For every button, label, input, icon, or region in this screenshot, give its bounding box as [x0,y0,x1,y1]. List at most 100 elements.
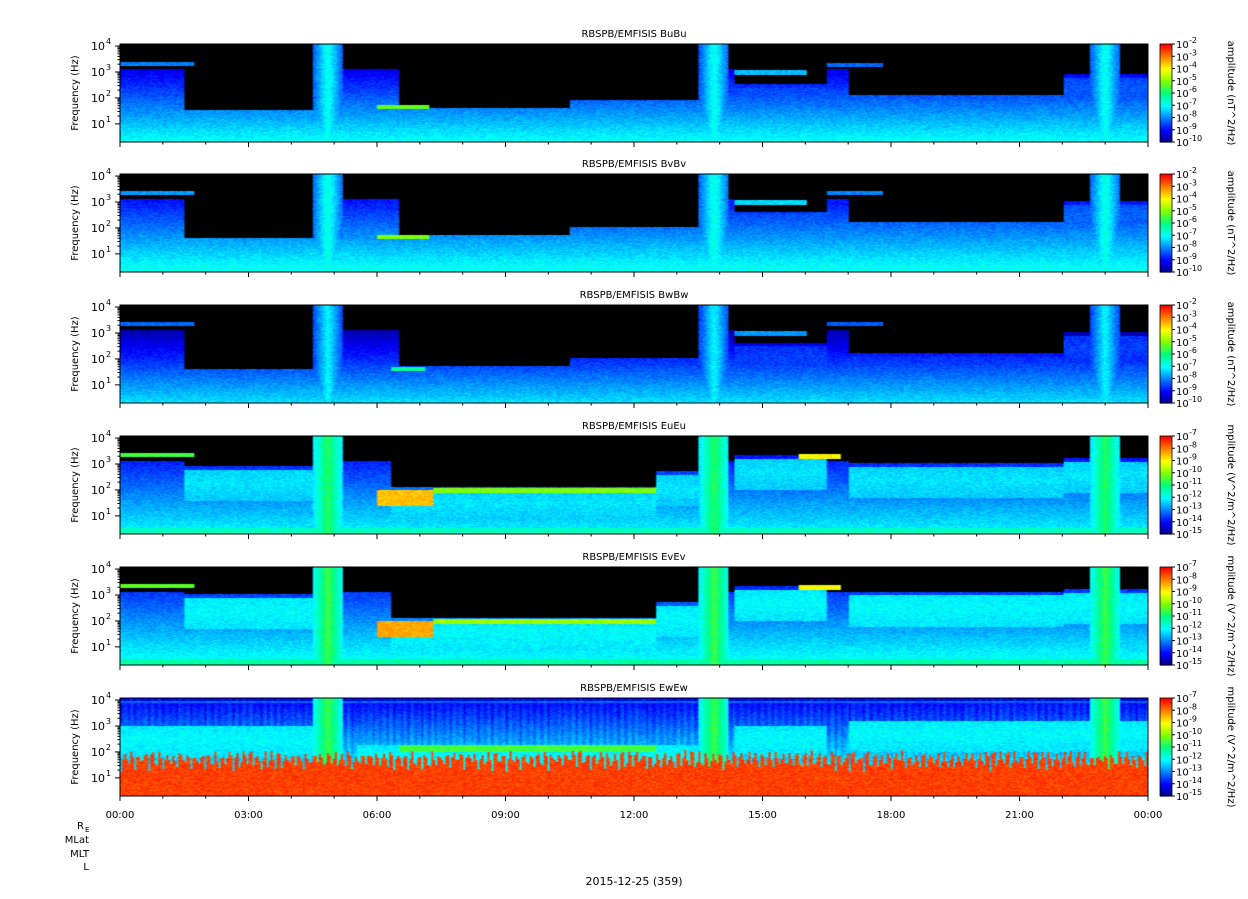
colorbar-segment [1160,234,1172,237]
colorbar-segment [1160,450,1172,453]
colorbar-tick-exponent: -15 [1189,526,1202,535]
colorbar-tick-base: 10 [1176,89,1189,100]
colorbar-tick-base: 10 [1176,493,1189,504]
colorbar-segment [1160,236,1172,239]
colorbar-tick-base: 10 [1176,612,1189,623]
colorbar-segment [1160,345,1172,349]
colorbar-tick-exponent: -8 [1189,110,1197,119]
colorbar-segment [1160,327,1172,331]
colorbar-tick-base: 10 [1176,661,1189,672]
colorbar-tick-base: 10 [1176,387,1189,398]
colorbar-segment [1160,498,1172,501]
colorbar-segment [1160,262,1172,265]
colorbar-tick-base: 10 [1176,637,1189,648]
colorbar-segment [1160,571,1172,575]
colorbar-segment [1160,267,1172,270]
colorbar-segment [1160,732,1172,735]
colorbar-segment [1160,648,1172,651]
colorbar-segment [1160,229,1172,232]
colorbar-segment [1160,760,1172,763]
y-tick-label: 10 [91,563,105,576]
colorbar-segment [1160,140,1172,143]
colorbar-segment [1160,91,1172,94]
colorbar-segment [1160,465,1172,468]
y-tick-label: 10 [91,327,105,340]
y-tick-label: 10 [91,248,105,261]
colorbar-segment [1160,178,1172,182]
y-tick-exponent: 4 [106,298,111,307]
colorbar-segment [1160,367,1172,370]
colorbar-segment [1160,782,1172,786]
colorbar-segment [1160,360,1172,363]
colorbar-tick-exponent: -15 [1189,657,1202,666]
colorbar-segment [1160,584,1172,588]
colorbar-segment [1160,45,1172,48]
colorbar-tick-exponent: -2 [1189,166,1197,175]
colorbar-tick-exponent: -15 [1189,788,1202,797]
colorbar-segment [1160,84,1172,88]
colorbar-tick-exponent: -10 [1189,395,1202,404]
colorbar-tick-base: 10 [1176,182,1189,193]
colorbar-segment [1160,63,1172,66]
colorbar-tick-base: 10 [1176,469,1189,480]
colorbar-segment [1160,97,1172,101]
colorbar-segment [1160,580,1172,583]
x-tick-label: 03:00 [234,810,263,821]
colorbar-label: mplitude (V^2/m^2/Hz) [1225,556,1236,677]
colorbar-segment [1160,211,1172,214]
colorbar-segment [1160,244,1172,247]
colorbar-segment [1160,573,1172,576]
x-tick-label: 00:00 [1134,810,1163,821]
colorbar-segment [1160,223,1172,226]
colorbar-segment [1160,467,1172,470]
colorbar: 10-210-310-410-510-610-710-810-910-10 amp… [1159,297,1236,410]
colorbar-tick-base: 10 [1176,207,1189,218]
colorbar-segment [1160,460,1172,463]
colorbar-segment [1160,452,1172,455]
colorbar-segment [1160,365,1172,368]
y-tick-label: 10 [91,170,105,183]
colorbar-segment [1160,769,1172,773]
colorbar-tick-base: 10 [1176,375,1189,386]
colorbar-tick-base: 10 [1176,588,1189,599]
time-axis: 00:00 03:00 06:00 09:00 12:00 15:00 18:00 21:00… [106,810,1163,821]
colorbar-segment [1160,578,1172,581]
colorbar-segment [1160,698,1172,701]
colorbar-segment [1160,711,1172,714]
colorbar-segment [1160,354,1172,357]
colorbar-segment [1160,524,1172,527]
colorbar-tick-base: 10 [1176,219,1189,230]
colorbar-segment [1160,715,1172,719]
colorbar-tick-base: 10 [1176,40,1189,51]
colorbar-segment [1160,658,1172,661]
colorbar-segment [1160,124,1172,127]
colorbar-segment [1160,268,1172,271]
colorbar-segment [1160,485,1172,488]
y-tick-exponent: 3 [106,586,111,595]
y-tick-label: 10 [91,118,105,131]
colorbar-tick-exponent: -9 [1189,715,1197,724]
colorbar-segment [1160,326,1172,329]
colorbar-segment [1160,499,1172,502]
colorbar-segment [1160,720,1172,724]
colorbar-segment [1160,107,1172,110]
colorbar-segment [1160,218,1172,221]
colorbar-segment [1160,130,1172,133]
colorbar-segment [1160,81,1172,84]
colorbar-segment [1160,751,1172,755]
colorbar-segment [1160,729,1172,732]
y-tick-label: 10 [91,66,105,79]
colorbar-segment [1160,787,1172,791]
colorbar-tick-exponent: -10 [1189,465,1202,474]
colorbar-segment [1160,638,1172,642]
colorbar-segment [1160,519,1172,522]
colorbar-tick-base: 10 [1176,338,1189,349]
colorbar-segment [1160,336,1172,339]
colorbar-segment [1160,591,1172,594]
